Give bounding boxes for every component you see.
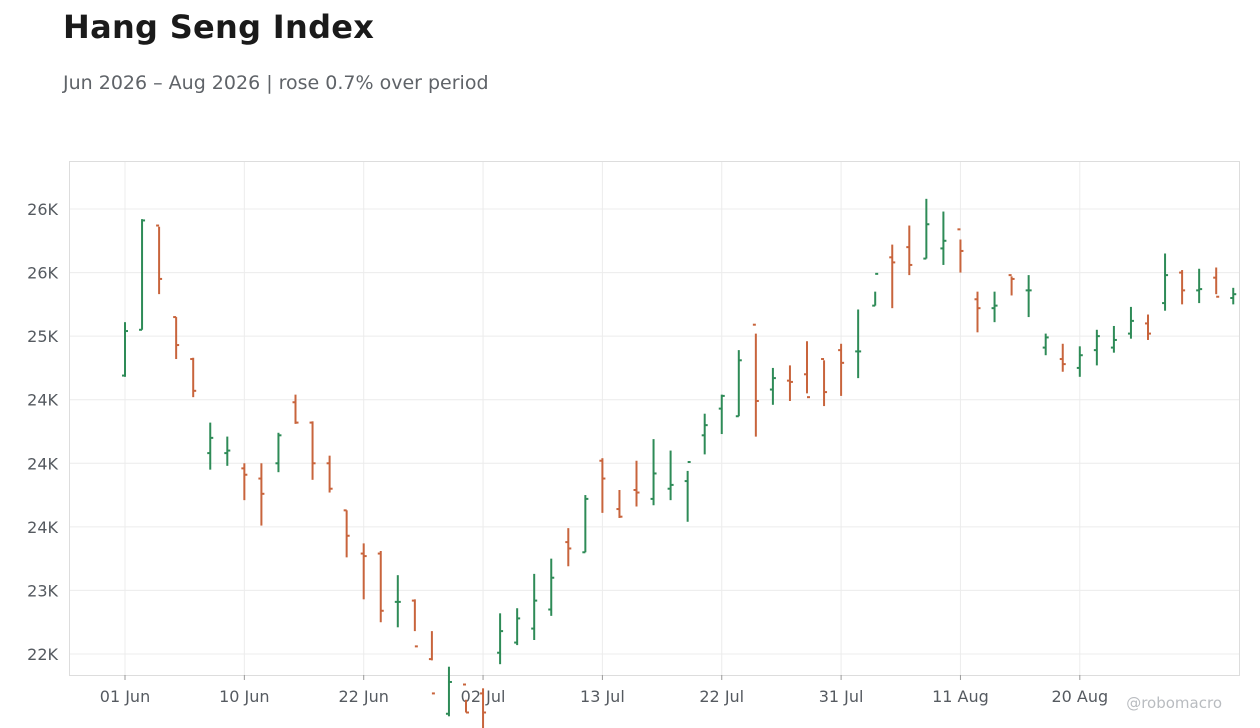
y-tick-label: 22K — [27, 645, 58, 664]
x-tick-label: 20 Aug — [1051, 687, 1108, 706]
y-tick-label: 24K — [27, 391, 58, 410]
ohlc-bar — [974, 291, 981, 333]
ohlc-bar — [889, 244, 896, 309]
chart-subtitle: Jun 2026 – Aug 2026 | rose 0.7% over per… — [63, 72, 489, 94]
ohlc-bar — [752, 323, 759, 437]
x-tick-label: 10 Jun — [219, 687, 269, 706]
y-axis-ticks: 22K 23K 24K 24K 24K 25K 26K 26K — [27, 200, 58, 664]
ohlc-bar — [1230, 287, 1237, 305]
ohlc-bar — [173, 316, 180, 360]
ohlc-bar — [275, 432, 282, 473]
ohlc-bar — [599, 458, 606, 513]
plot-frame — [69, 161, 1240, 676]
ohlc-bar — [940, 211, 947, 265]
ohlc-bar — [122, 322, 128, 377]
chart-title: Hang Seng Index — [63, 8, 375, 46]
ohlc-bar — [411, 599, 418, 648]
ohlc-bar — [1127, 306, 1134, 339]
ohlc-bar — [1213, 267, 1220, 298]
ohlc-bar — [207, 422, 214, 470]
ohlc-bar — [1162, 253, 1169, 311]
ohlc-bar — [139, 219, 146, 331]
ohlc-bar — [309, 421, 316, 480]
ohlc-bar — [360, 543, 367, 600]
x-axis-ticks: 01 Jun 10 Jun 22 Jun 02 Jul 13 Jul 22 Jul 31 J… — [100, 675, 1108, 706]
ohlc-bar — [548, 558, 555, 616]
ohlc-bar — [463, 683, 469, 714]
y-tick-label: 23K — [27, 581, 58, 600]
ohlc-bar — [855, 309, 862, 379]
ohlc-bar — [1025, 275, 1032, 318]
ohlc-bar — [377, 551, 384, 623]
ohlc-bar — [769, 367, 776, 405]
ohlc-bar — [1059, 343, 1066, 372]
x-tick-label: 13 Jul — [580, 687, 625, 706]
ohlc-bar — [445, 666, 452, 717]
ohlc-bar — [1042, 333, 1049, 356]
x-tick-label: 22 Jul — [699, 687, 744, 706]
ohlc-bars — [122, 198, 1237, 728]
y-tick-label: 24K — [27, 518, 58, 537]
ohlc-bar — [326, 455, 333, 493]
ohlc-bar — [1076, 346, 1083, 377]
ohlc-bar — [957, 228, 964, 273]
ohlc-bar — [786, 365, 793, 401]
ohlc-bar — [480, 688, 487, 728]
ohlc-bar — [633, 460, 640, 507]
ohlc-bar — [241, 463, 248, 501]
ohlc-bar — [872, 272, 879, 307]
x-tick-label: 31 Jul — [819, 687, 864, 706]
x-tick-label: 22 Jun — [338, 687, 388, 706]
ohlc-bar — [616, 489, 623, 518]
ohlc-bar — [582, 495, 589, 554]
ohlc-bar — [343, 509, 350, 558]
ohlc-bar — [190, 357, 197, 398]
ohlc-bar — [497, 613, 504, 665]
y-tick-label: 24K — [27, 454, 58, 473]
y-tick-label: 25K — [27, 327, 58, 346]
ohlc-bar — [701, 413, 708, 455]
grid-lines — [70, 162, 1239, 675]
ohlc-bar — [821, 358, 828, 407]
ohlc-bar — [514, 608, 521, 646]
ohlc-bar — [923, 198, 930, 260]
ohlc-bar — [531, 573, 538, 641]
ohlc-bar — [565, 528, 572, 567]
ohlc-bar — [224, 436, 231, 466]
watermark: @robomacro — [1126, 694, 1222, 712]
x-tick-label: 01 Jun — [100, 687, 150, 706]
ohlc-bar — [156, 224, 163, 295]
ohlc-bar — [258, 463, 265, 526]
ohlc-bar — [667, 450, 674, 501]
ohlc-bar — [428, 631, 435, 695]
y-tick-label: 26K — [27, 264, 58, 283]
ohlc-bar — [1008, 274, 1015, 296]
ohlc-bar — [906, 225, 913, 276]
ohlc-bar — [1093, 329, 1100, 366]
ohlc-bar — [1179, 270, 1186, 305]
ohlc-bar — [991, 291, 998, 323]
ohlc-bar — [804, 341, 810, 399]
ohlc-bar — [650, 439, 657, 506]
ohlc-bar — [292, 394, 299, 424]
y-tick-label: 26K — [27, 200, 58, 219]
ohlc-bar — [735, 350, 742, 418]
ohlc-bar — [394, 575, 401, 628]
ohlc-bar — [718, 394, 725, 435]
ohlc-bar — [1196, 268, 1203, 304]
x-tick-label: 11 Aug — [932, 687, 989, 706]
ohlc-bar — [838, 343, 845, 396]
ohlc-bar — [1110, 325, 1117, 353]
ohlc-bar — [1145, 314, 1151, 340]
ohlc-bar — [684, 461, 691, 522]
